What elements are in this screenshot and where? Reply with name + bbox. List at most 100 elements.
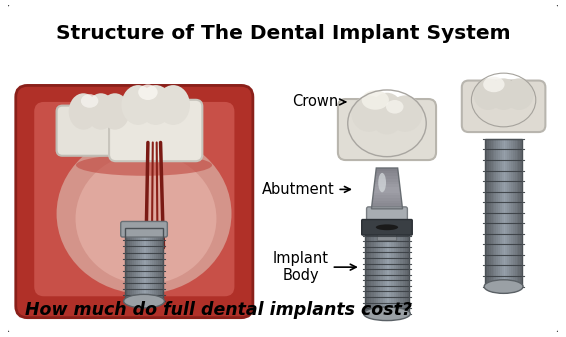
Ellipse shape — [76, 154, 212, 176]
Bar — [511, 139, 513, 286]
Bar — [140, 228, 142, 301]
Bar — [405, 230, 407, 314]
Bar — [158, 228, 160, 301]
Bar — [505, 139, 507, 286]
Ellipse shape — [483, 76, 504, 92]
Bar — [513, 139, 514, 286]
Ellipse shape — [57, 133, 231, 294]
Ellipse shape — [504, 79, 534, 110]
Ellipse shape — [474, 79, 503, 110]
Bar — [372, 206, 402, 209]
Bar — [374, 192, 401, 196]
Bar — [142, 228, 144, 301]
Bar — [374, 190, 400, 193]
Text: How much do full dental implants cost?: How much do full dental implants cost? — [25, 301, 413, 319]
Bar — [491, 139, 492, 286]
Bar — [487, 139, 489, 286]
Ellipse shape — [81, 94, 98, 108]
Bar — [144, 228, 146, 301]
Bar — [400, 230, 402, 314]
Bar — [501, 139, 504, 286]
Bar — [136, 228, 138, 301]
Bar — [130, 228, 132, 301]
Bar — [398, 230, 400, 314]
Ellipse shape — [122, 85, 155, 125]
Bar — [485, 139, 487, 286]
Ellipse shape — [378, 173, 386, 192]
Bar — [389, 230, 392, 314]
Ellipse shape — [489, 79, 518, 110]
Ellipse shape — [351, 95, 386, 132]
Bar — [369, 230, 371, 314]
Bar — [517, 139, 518, 286]
Ellipse shape — [484, 280, 523, 294]
Bar — [376, 230, 378, 314]
Bar — [374, 187, 400, 190]
Bar — [161, 228, 164, 301]
Bar — [125, 228, 127, 301]
Bar — [373, 195, 401, 198]
Bar — [392, 230, 394, 314]
Bar — [372, 204, 402, 207]
Bar — [496, 139, 498, 286]
Bar — [500, 139, 501, 286]
Bar — [371, 230, 374, 314]
Bar — [518, 139, 520, 286]
Bar — [387, 230, 389, 314]
Ellipse shape — [100, 93, 130, 130]
Ellipse shape — [386, 100, 404, 114]
Bar — [372, 201, 401, 204]
Ellipse shape — [156, 85, 190, 125]
Text: Abutment: Abutment — [261, 182, 350, 197]
FancyBboxPatch shape — [16, 85, 253, 318]
Ellipse shape — [139, 85, 173, 125]
Bar — [407, 230, 409, 314]
Bar — [509, 139, 511, 286]
Bar — [489, 139, 491, 286]
Bar — [373, 198, 401, 201]
Bar — [485, 139, 522, 286]
Bar — [380, 230, 383, 314]
Text: Implant
Body: Implant Body — [273, 251, 356, 283]
Bar — [138, 228, 140, 301]
Bar — [498, 139, 500, 286]
Bar — [494, 139, 496, 286]
Bar — [154, 228, 156, 301]
Bar — [375, 176, 398, 179]
Bar — [365, 230, 367, 314]
Ellipse shape — [86, 93, 115, 130]
Bar — [374, 230, 376, 314]
Bar — [520, 139, 522, 286]
Bar — [394, 230, 396, 314]
Bar — [402, 230, 405, 314]
Ellipse shape — [75, 153, 216, 284]
Ellipse shape — [68, 93, 98, 130]
Bar — [374, 184, 400, 188]
Bar — [125, 228, 164, 301]
Bar — [127, 228, 128, 301]
Bar — [507, 139, 509, 286]
Bar — [152, 228, 154, 301]
FancyBboxPatch shape — [6, 3, 560, 334]
Bar — [150, 228, 152, 301]
Ellipse shape — [138, 85, 158, 100]
Bar — [156, 228, 158, 301]
Bar — [148, 228, 150, 301]
Ellipse shape — [364, 307, 410, 320]
Bar — [375, 179, 399, 182]
Bar — [365, 230, 409, 314]
Bar — [383, 230, 385, 314]
Ellipse shape — [370, 93, 404, 134]
Bar — [128, 228, 130, 301]
Bar — [367, 230, 369, 314]
FancyBboxPatch shape — [367, 207, 408, 224]
Bar — [396, 230, 398, 314]
Bar — [375, 182, 399, 185]
Bar — [376, 171, 398, 174]
Bar — [376, 168, 398, 171]
Bar — [134, 228, 136, 301]
Text: Crown: Crown — [292, 94, 345, 110]
FancyBboxPatch shape — [57, 105, 138, 156]
Bar — [132, 228, 134, 301]
FancyBboxPatch shape — [378, 221, 397, 241]
